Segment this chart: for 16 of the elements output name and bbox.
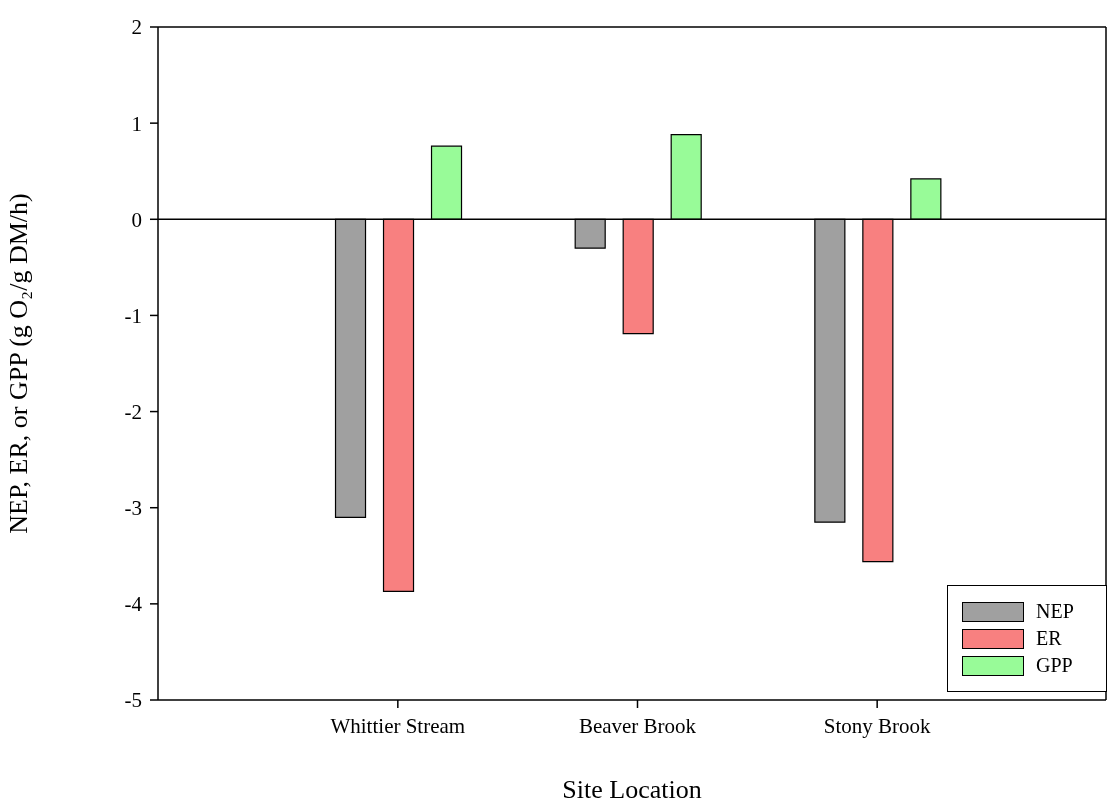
legend-label: ER bbox=[1036, 627, 1062, 650]
x-tick-label: Whittier Stream bbox=[330, 713, 466, 738]
y-axis-title: NEP, ER, or GPP (g O₂/g DM/h) bbox=[4, 193, 34, 534]
x-axis-title: Site Location bbox=[562, 775, 702, 804]
legend-label: GPP bbox=[1036, 654, 1073, 677]
y-tick-label: -5 bbox=[124, 688, 142, 713]
y-tick-label: -3 bbox=[124, 496, 142, 521]
y-tick-label: 0 bbox=[131, 207, 142, 232]
y-tick-label: -4 bbox=[124, 592, 143, 617]
y-tick-label: -1 bbox=[124, 303, 142, 328]
y-tick-label: 1 bbox=[131, 111, 142, 136]
y-tick-label: -2 bbox=[124, 400, 142, 425]
x-tick-label: Beaver Brook bbox=[578, 713, 697, 738]
legend-label: NEP bbox=[1036, 600, 1074, 623]
x-tick-label: Stony Brook bbox=[823, 713, 932, 738]
y-tick-label: 2 bbox=[131, 15, 142, 40]
